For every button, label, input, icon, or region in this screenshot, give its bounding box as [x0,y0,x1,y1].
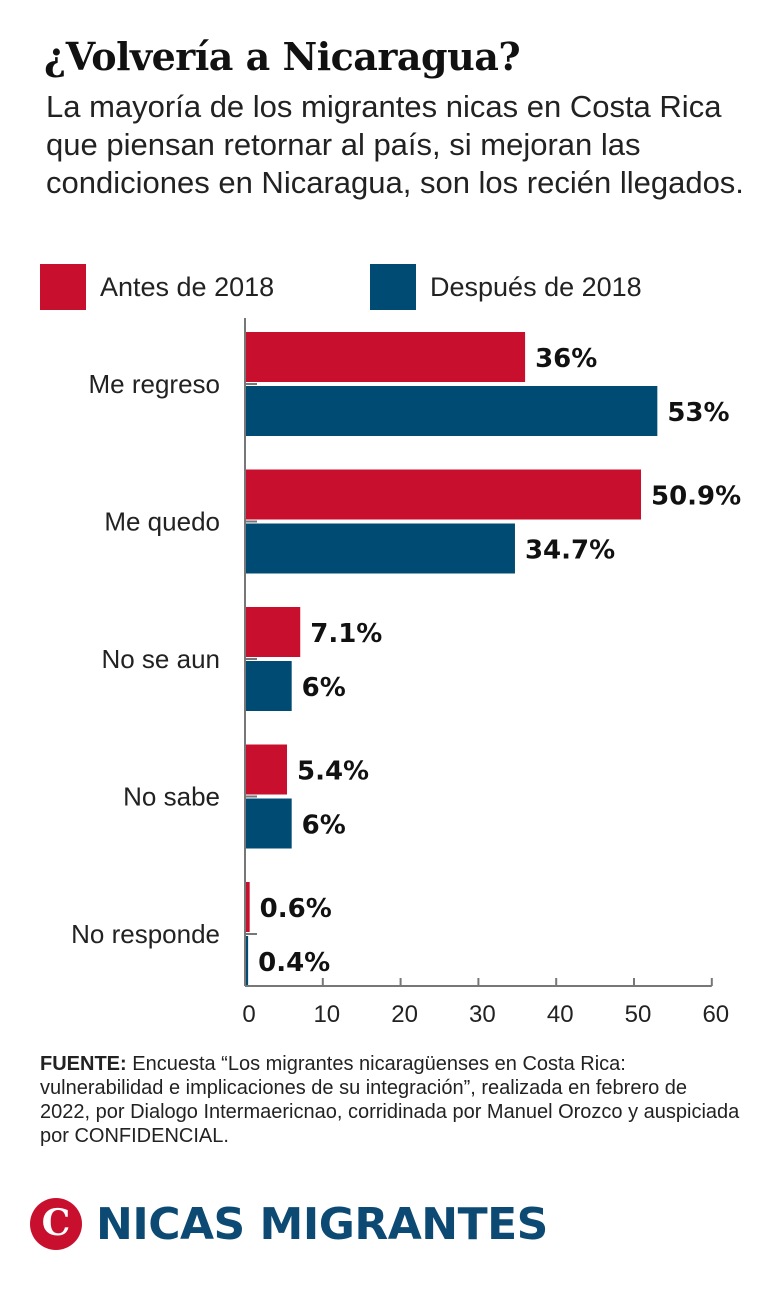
chart-title: ¿Volvería a Nicaragua? [44,34,521,79]
bar-antes [245,882,250,932]
x-tick-label: 0 [242,1001,255,1028]
category-label: No se aun [101,644,220,674]
source-text: Encuesta “Los migrantes nicaragüenses en… [40,1053,740,1147]
data-label: 7.1% [310,619,382,649]
bar-antes [245,332,526,382]
bar-antes [245,469,642,520]
logo-letter: C [41,1202,71,1244]
brand-name: NICAS MIGRANTES [96,1198,548,1250]
legend-item-despues: Después de 2018 [370,264,642,310]
data-label: 50.9% [651,482,741,512]
brand: C NICAS MIGRANTES [30,1196,548,1252]
data-label: 6% [302,673,346,703]
category-label: Me regreso [89,369,221,399]
x-tick-label: 60 [702,1001,729,1028]
bar-despues [245,386,658,436]
x-tick-label: 40 [547,1001,574,1028]
bar-despues [245,798,292,849]
data-label: 36% [535,344,597,374]
data-label: 0.6% [260,894,332,924]
bar-antes [245,744,288,795]
category-label: No sabe [123,782,220,812]
legend-label-despues: Después de 2018 [430,271,642,302]
bar-despues [245,936,249,986]
data-label: 34.7% [525,536,615,566]
x-tick-label: 30 [469,1001,496,1028]
bar-despues [245,523,515,574]
data-label: 0.4% [258,948,330,978]
bar-despues [245,661,292,711]
data-label: 6% [302,811,346,841]
x-tick-label: 10 [313,1001,340,1028]
x-tick-label: 50 [625,1001,652,1028]
legend-swatch-antes [40,264,86,310]
data-label: 5.4% [297,757,369,787]
chart-subtitle: La mayoría de los migrantes nicas en Cos… [46,89,744,200]
legend-label-antes: Antes de 2018 [100,271,275,302]
bar-chart: 36% 53% Me regreso 50.9% 34.7% Me quedo 7.1% 6%… [71,318,741,1028]
category-label: Me quedo [104,507,220,537]
legend-swatch-despues [370,264,416,310]
data-label: 53% [667,398,729,428]
legend-item-antes: Antes de 2018 [40,264,274,310]
confidencial-logo-icon: C [30,1198,82,1250]
bar-antes [245,607,301,657]
source-label: FUENTE: [40,1053,127,1075]
category-label: No responde [71,919,220,949]
source-note: FUENTE: Encuesta “Los migrantes nicaragü… [40,1052,740,1148]
legend: Antes de 2018 Después de 2018 [0,264,768,310]
x-tick-label: 20 [391,1001,418,1028]
